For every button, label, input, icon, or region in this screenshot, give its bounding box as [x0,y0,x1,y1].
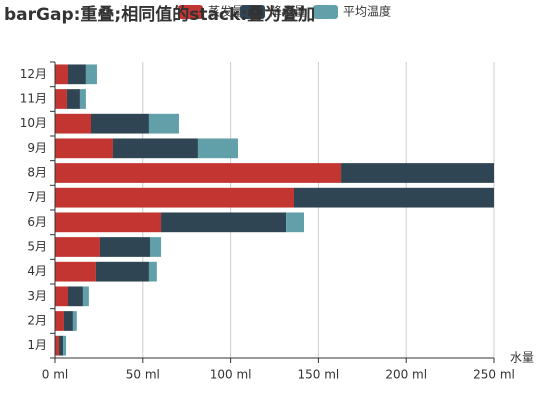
bar [55,113,91,134]
legend-swatch [313,5,338,19]
bar [95,261,149,282]
bar [55,261,96,282]
y-tick-label: 7月 [27,190,47,204]
bar [55,311,64,331]
legend-swatch [178,5,203,19]
bar [63,335,67,356]
legend: 蒸发量 降水量 平均温度 [178,4,391,19]
x-axis-label: 水量 [510,351,534,365]
x-tick-label: 0 ml [42,368,68,382]
bar [55,335,60,356]
bar [55,286,68,307]
x-tick-label: 150 ml [298,368,340,382]
bar [286,212,305,233]
y-tick-label: 3月 [27,289,47,303]
bar [112,138,198,159]
bar [67,286,83,307]
legend-label: 平均温度 [343,4,391,19]
bar [293,187,494,208]
chart-title: barGap:重叠;相同值的stack:叠为叠加 [4,4,315,25]
bar [63,311,73,331]
grid [142,62,495,358]
y-tick-label: 11月 [20,92,47,106]
y-tick-label: 5月 [27,240,47,254]
bar [59,335,64,356]
bar [55,89,67,109]
axes: 0 ml 50 ml 100 ml 150 ml 200 ml 250 ml 水量 1月 2月 3… [20,61,534,382]
x-tick-label: 100 ml [210,368,252,382]
bar [85,64,97,85]
bar [72,311,77,331]
bar [148,113,179,134]
bar [161,212,287,233]
y-tick-label: 12月 [20,67,47,81]
bar [55,64,68,85]
bar [55,212,162,233]
x-tick-label: 50 ml [126,368,160,382]
y-tick-label: 2月 [27,314,47,328]
bar [90,113,149,134]
bar [197,138,238,159]
bar [148,261,157,282]
bar [82,286,89,307]
x-tick-label: 200 ml [385,368,427,382]
bar [99,237,150,257]
y-tick-label: 10月 [20,116,47,130]
bar [55,237,100,257]
bar [55,187,294,208]
bars [55,64,494,356]
bar [66,89,80,109]
bar [149,237,162,257]
bar [55,138,113,159]
y-tick-label: 9月 [27,141,47,155]
bar [55,163,342,183]
y-tick-label: 6月 [27,215,47,229]
legend-swatch [240,5,265,19]
legend-label: 蒸发量 [208,4,244,19]
y-tick-label: 4月 [27,264,47,278]
bar [79,89,86,109]
x-tick-label: 250 ml [473,368,515,382]
legend-label: 降水量 [270,5,306,19]
y-tick-label: 1月 [27,338,47,352]
bar [341,163,494,183]
bar [67,64,86,85]
y-tick-label: 8月 [27,166,47,180]
